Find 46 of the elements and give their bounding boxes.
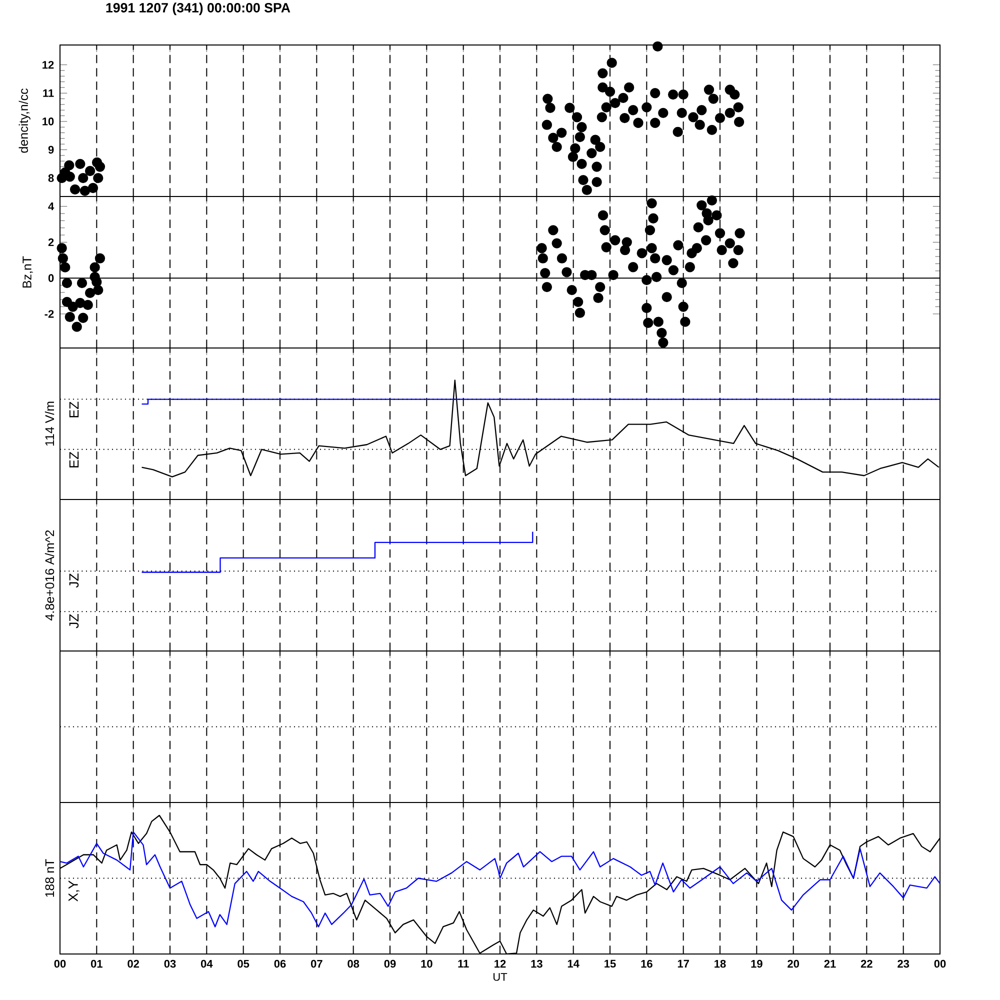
y-axis-title: 188 nT — [45, 859, 54, 897]
x-tick-label: 22 — [860, 960, 872, 968]
x-tick-label: 15 — [604, 960, 616, 968]
x-tick-label: 06 — [274, 960, 286, 968]
y-tick-label: 0 — [48, 274, 54, 282]
x-tick-label: 07 — [310, 960, 322, 968]
y-tick-label: 9 — [48, 146, 54, 154]
x-tick-label: 01 — [90, 960, 102, 968]
chart-title: 1991 1207 (341) 00:00:00 SPA — [106, 2, 290, 16]
x-tick-label: 10 — [421, 960, 432, 968]
x-tick-label: 13 — [531, 960, 542, 968]
y-tick-label: 4 — [48, 202, 54, 210]
x-tick-label: 00 — [54, 960, 66, 968]
ref-line-label: EZ — [69, 402, 79, 418]
y-tick-label: 10 — [42, 118, 54, 126]
x-tick-label: 04 — [200, 960, 213, 968]
ref-line-label: JZ — [69, 614, 79, 628]
ref-line-label: JZ — [69, 573, 79, 588]
x-tick-label: 16 — [641, 960, 652, 968]
y-tick-label: 2 — [48, 238, 54, 246]
y-tick-label: 8 — [48, 174, 54, 182]
x-tick-label: 03 — [164, 960, 176, 968]
x-tick-label: 08 — [348, 960, 360, 968]
y-axis-title: Bz,nT — [22, 256, 33, 288]
x-tick-label: 19 — [751, 960, 762, 968]
y-tick-label: 12 — [42, 60, 54, 69]
x-tick-label: 12 — [494, 960, 506, 968]
y-axis-title: 4.8e+016 A/m^2 — [44, 530, 54, 620]
ref-line-label: EZ — [69, 452, 79, 468]
x-tick-label: 05 — [238, 960, 250, 968]
y-axis-title: dencity,n/cc — [18, 88, 30, 153]
ref-line-label: X,Y — [68, 880, 80, 902]
y-tick-label: 11 — [43, 89, 54, 97]
x-tick-label: 18 — [714, 960, 726, 968]
y-axis-title: 114 V/m — [44, 402, 54, 446]
x-tick-label: 17 — [678, 960, 689, 968]
x-tick-label: 14 — [568, 960, 580, 968]
x-tick-label: 21 — [824, 960, 836, 968]
x-tick-label: 09 — [384, 960, 396, 968]
x-tick-label: 02 — [128, 960, 140, 968]
x-tick-label: 20 — [788, 960, 800, 968]
x-tick-label: 11 — [458, 960, 469, 968]
x-tick-label: 00 — [934, 960, 946, 968]
x-axis-title: UT — [494, 973, 508, 981]
x-tick-label: 23 — [898, 960, 910, 968]
y-tick-label: -2 — [44, 310, 54, 318]
